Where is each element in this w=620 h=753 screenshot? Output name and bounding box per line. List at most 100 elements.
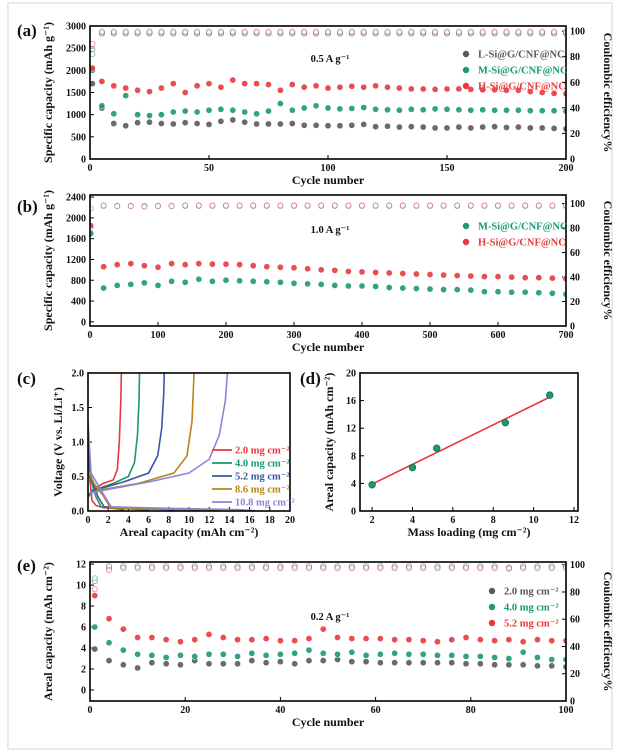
legend-label: 2.0 mg cm⁻²	[504, 587, 558, 598]
y-axis-title: Voltage (V vs. Li/Li⁺)	[51, 387, 65, 497]
legend-label: M-Si@G/CNF@NC	[478, 222, 568, 233]
capacity-point	[481, 273, 488, 280]
capacity-point	[262, 659, 270, 667]
x-tick-label: 8	[491, 515, 496, 526]
legend-marker	[462, 82, 470, 90]
capacity-point	[277, 278, 284, 286]
capacity-point	[300, 121, 308, 129]
ce-point	[158, 28, 165, 35]
capacity-point	[362, 652, 370, 659]
capacity-point	[146, 88, 153, 95]
x-tick-label: 6	[450, 515, 455, 526]
capacity-point	[154, 263, 162, 271]
capacity-point	[277, 637, 284, 645]
y2-tick-label: 60	[570, 78, 580, 89]
capacity-point	[134, 664, 141, 672]
capacity-point	[515, 106, 522, 114]
y-tick-label: 2000	[66, 213, 86, 224]
plot-frame	[87, 372, 291, 512]
capacity-point	[548, 656, 556, 663]
x-tick-label: 20	[285, 515, 295, 526]
capacity-point	[168, 277, 175, 285]
capacity-point	[494, 288, 502, 296]
capacity-point	[222, 260, 230, 268]
ce-point	[494, 202, 501, 209]
capacity-point	[205, 660, 213, 668]
legend-marker	[462, 222, 470, 230]
capacity-point	[205, 121, 213, 128]
ce-point	[363, 565, 370, 572]
x-tick-label: 600	[491, 330, 506, 341]
y-tick-label: 0	[81, 317, 86, 328]
x-tick-label: 4	[126, 515, 131, 526]
capacity-point	[236, 261, 243, 269]
capacity-point	[181, 119, 189, 126]
y2-tick-label: 40	[570, 103, 580, 114]
ce-point	[277, 28, 284, 35]
capacity-point	[360, 83, 368, 91]
capacity-point	[348, 82, 356, 90]
capacity-point	[505, 661, 513, 669]
ce-point	[163, 565, 170, 572]
ce-point	[195, 202, 202, 209]
x-tick-label: 16	[245, 515, 255, 526]
capacity-point	[217, 83, 225, 91]
y-tick-label: 2400	[66, 193, 86, 204]
legend-label: 2.0 mg cm⁻²	[235, 446, 289, 457]
panel-label-e: (e)	[17, 556, 36, 575]
capacity-point	[253, 110, 260, 118]
capacity-point	[396, 106, 403, 114]
capacity-point	[169, 108, 177, 116]
capacity-point	[277, 650, 284, 658]
data-point	[368, 481, 376, 489]
capacity-point	[134, 111, 141, 119]
capacity-point	[453, 286, 461, 293]
plot-area	[91, 563, 566, 672]
ce-point	[491, 28, 498, 35]
capacity-point	[217, 117, 225, 125]
legend-label: 10.8 mg cm⁻²	[235, 498, 295, 509]
capacity-point	[508, 273, 515, 281]
legend-label: H-Si@G/CNF@NC	[478, 82, 566, 93]
capacity-point	[248, 636, 256, 643]
capacity-point	[134, 119, 141, 126]
capacity-point	[195, 260, 203, 267]
ce-point	[277, 565, 284, 572]
plot-frame	[89, 25, 567, 160]
capacity-point	[443, 85, 451, 93]
capacity-point	[181, 89, 189, 96]
capacity-point	[158, 84, 165, 92]
capacity-point	[336, 105, 344, 113]
capacity-point	[491, 654, 498, 661]
capacity-point	[300, 83, 308, 91]
y-tick-label: 500	[71, 132, 86, 143]
x-tick-label: 100	[321, 163, 336, 174]
capacity-point	[372, 82, 379, 90]
capacity-point	[491, 637, 498, 645]
ce-point	[463, 565, 470, 572]
y-tick-label: 8	[351, 451, 356, 462]
capacity-point	[219, 634, 227, 641]
ce-point	[334, 565, 341, 572]
y-tick-label: 1500	[66, 88, 86, 99]
capacity-point	[491, 123, 498, 130]
ce-point	[194, 28, 201, 35]
ce-point	[515, 28, 522, 35]
capacity-point	[205, 650, 213, 658]
data-point	[433, 444, 441, 452]
capacity-point	[113, 282, 121, 289]
capacity-point	[229, 116, 237, 124]
capacity-point	[419, 659, 427, 667]
capacity-point	[505, 636, 513, 643]
capacity-point	[319, 657, 327, 664]
capacity-point	[399, 284, 407, 292]
capacity-point	[360, 121, 368, 128]
capacity-point	[519, 648, 527, 656]
ce-point	[520, 565, 527, 572]
capacity-point	[312, 82, 320, 90]
ce-point	[522, 202, 529, 209]
capacity-point	[127, 260, 135, 267]
y-tick-label: 8	[81, 602, 86, 613]
ce-point	[399, 202, 406, 209]
ce-point	[527, 28, 534, 35]
